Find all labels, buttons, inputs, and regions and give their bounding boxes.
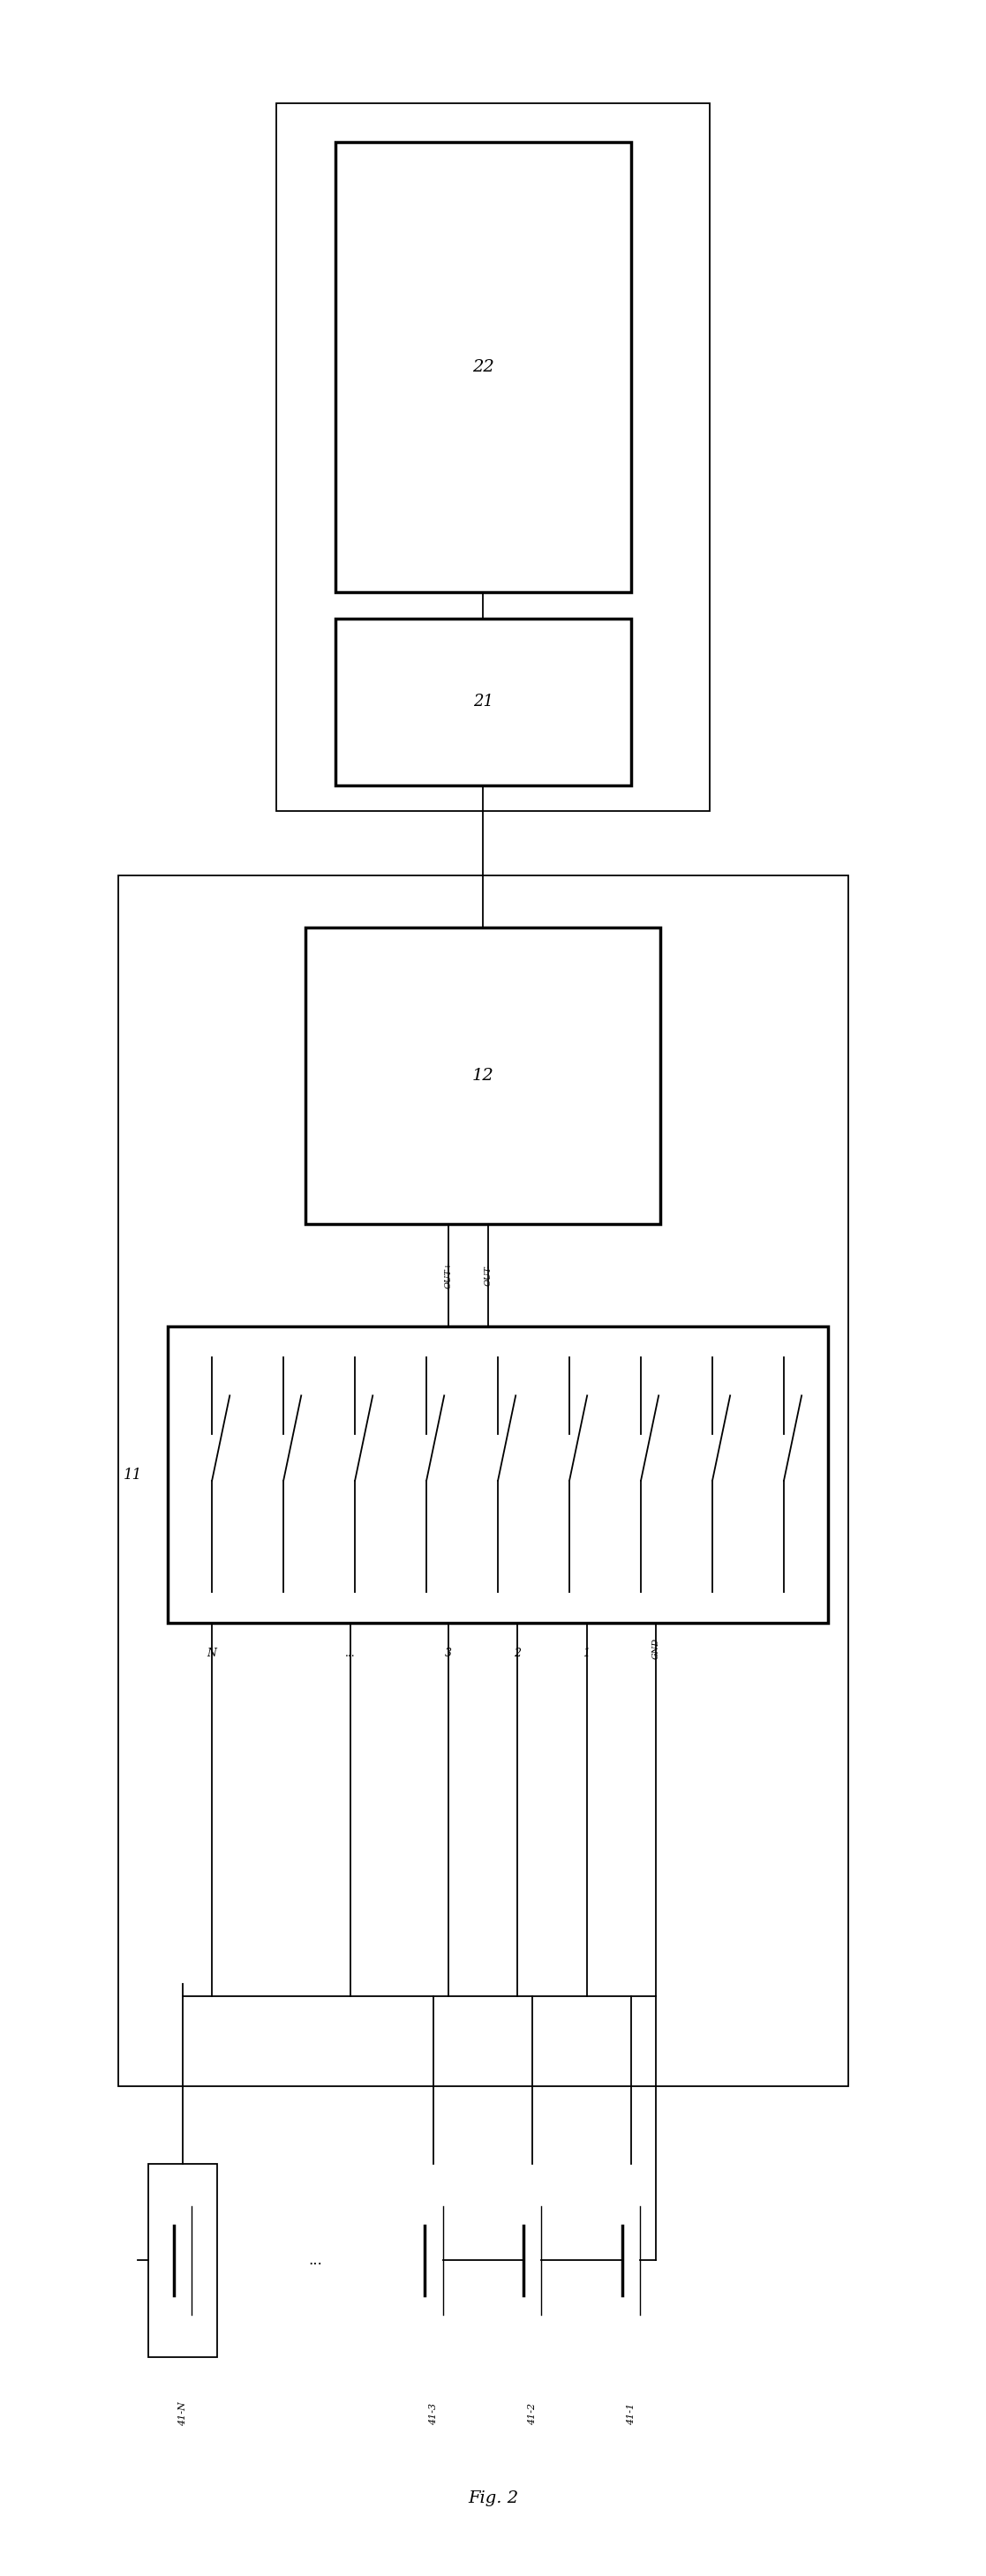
- Text: 12: 12: [472, 1066, 494, 1084]
- Text: 2: 2: [514, 1649, 522, 1659]
- Text: 1: 1: [583, 1649, 591, 1659]
- Text: Fig. 2: Fig. 2: [467, 2491, 519, 2506]
- Bar: [306, 927, 661, 1224]
- Bar: [335, 142, 631, 592]
- Text: ...: ...: [345, 1649, 355, 1659]
- Text: 21: 21: [473, 693, 493, 711]
- Text: OUT+: OUT+: [445, 1262, 453, 1288]
- Text: ...: ...: [309, 2254, 322, 2267]
- Text: 41-N: 41-N: [178, 2401, 186, 2427]
- Text: 22: 22: [472, 358, 494, 376]
- Bar: [168, 1327, 828, 1623]
- Bar: [335, 618, 631, 786]
- Bar: [118, 876, 848, 2087]
- Text: 3: 3: [445, 1649, 453, 1659]
- Text: 41-3: 41-3: [430, 2403, 438, 2424]
- Bar: [276, 103, 710, 811]
- Text: 41-2: 41-2: [528, 2403, 536, 2424]
- Text: 11: 11: [123, 1468, 143, 1481]
- Bar: [148, 2164, 217, 2357]
- Text: GND: GND: [652, 1638, 660, 1659]
- Text: N: N: [207, 1649, 217, 1659]
- Text: 41-1: 41-1: [627, 2403, 635, 2424]
- Text: OUT-: OUT-: [484, 1265, 492, 1285]
